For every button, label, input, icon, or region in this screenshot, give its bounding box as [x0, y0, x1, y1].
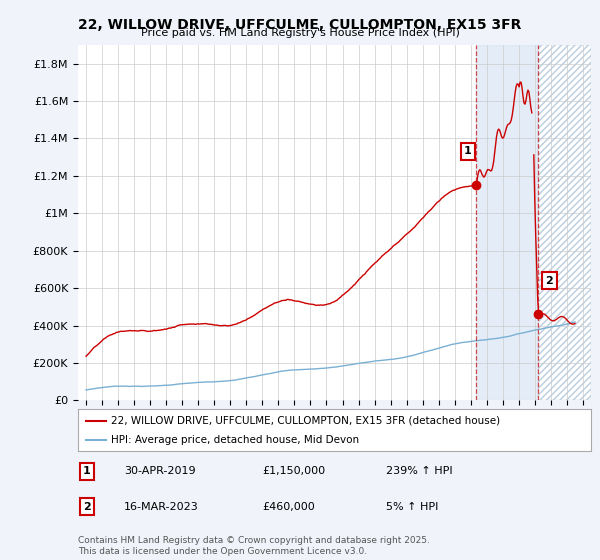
- Bar: [538, 45, 591, 400]
- Text: 16-MAR-2023: 16-MAR-2023: [124, 502, 199, 512]
- Text: £460,000: £460,000: [263, 502, 316, 512]
- Text: 1: 1: [464, 147, 472, 156]
- Text: 2: 2: [83, 502, 91, 512]
- Text: Contains HM Land Registry data © Crown copyright and database right 2025.
This d: Contains HM Land Registry data © Crown c…: [78, 536, 430, 556]
- Text: £1,150,000: £1,150,000: [263, 466, 326, 476]
- Text: 22, WILLOW DRIVE, UFFCULME, CULLOMPTON, EX15 3FR (detached house): 22, WILLOW DRIVE, UFFCULME, CULLOMPTON, …: [112, 416, 500, 426]
- Text: Price paid vs. HM Land Registry's House Price Index (HPI): Price paid vs. HM Land Registry's House …: [140, 28, 460, 38]
- Text: 1: 1: [83, 466, 91, 476]
- Text: HPI: Average price, detached house, Mid Devon: HPI: Average price, detached house, Mid …: [112, 435, 359, 445]
- Text: 239% ↑ HPI: 239% ↑ HPI: [386, 466, 452, 476]
- Bar: [476, 45, 538, 400]
- Bar: [538, 45, 591, 400]
- Text: 22, WILLOW DRIVE, UFFCULME, CULLOMPTON, EX15 3FR: 22, WILLOW DRIVE, UFFCULME, CULLOMPTON, …: [79, 18, 521, 32]
- Text: 5% ↑ HPI: 5% ↑ HPI: [386, 502, 438, 512]
- Text: 30-APR-2019: 30-APR-2019: [124, 466, 196, 476]
- Text: 2: 2: [545, 276, 553, 286]
